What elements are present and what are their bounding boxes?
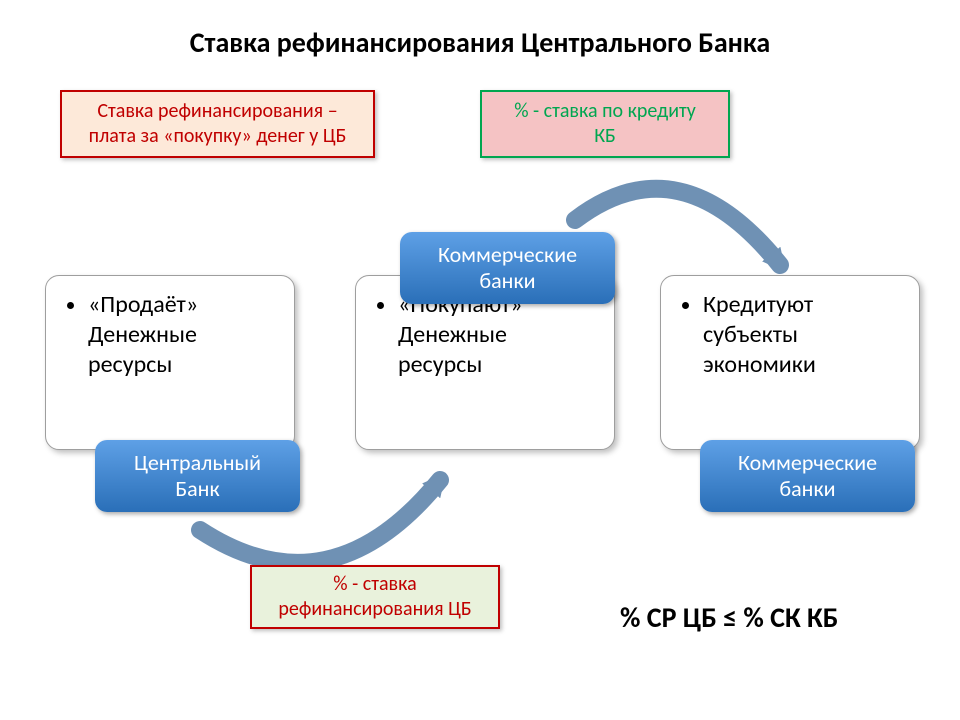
card-commercial-lend: Кредитуют субъекты экономики xyxy=(660,275,920,450)
card-commercial-lend-bullet: Кредитуют субъекты экономики xyxy=(703,290,901,380)
callout-definition-line1: Ставка рефинансирования – xyxy=(97,99,337,123)
callout-refin-line2: рефинансирования ЦБ xyxy=(278,597,471,621)
tag-central-bank-line2: Банк xyxy=(175,475,219,502)
callout-definition-line2: плата за «покупку» денег у ЦБ xyxy=(89,124,347,148)
tag-commercial-bottom-line2: банки xyxy=(779,475,835,502)
callout-refin-line1: % - ставка xyxy=(333,572,416,596)
page-title: Ставка рефинансирования Центрального Бан… xyxy=(0,25,960,60)
formula-text: % СР ЦБ ≤ % СК КБ xyxy=(620,600,838,635)
tag-central-bank: Центральный Банк xyxy=(95,440,300,512)
tag-central-bank-line1: Центральный xyxy=(134,449,261,476)
tag-commercial-top-line2: банки xyxy=(479,267,535,294)
callout-credit-line1: % - ставка по кредиту xyxy=(514,99,696,123)
card-central-bank-bullet: «Продаёт» Денежные ресурсы xyxy=(88,290,276,380)
diagram-stage: Ставка рефинансирования Центрального Бан… xyxy=(0,0,960,720)
tag-commercial-bottom: Коммерческие банки xyxy=(700,440,915,512)
tag-commercial-bottom-line1: Коммерческие xyxy=(738,449,877,476)
callout-definition: Ставка рефинансирования – плата за «поку… xyxy=(60,90,375,158)
callout-credit-rate: % - ставка по кредиту КБ xyxy=(480,90,730,158)
card-central-bank: «Продаёт» Денежные ресурсы xyxy=(45,275,295,450)
callout-refin-rate: % - ставка рефинансирования ЦБ xyxy=(250,565,500,629)
tag-commercial-top-line1: Коммерческие xyxy=(438,241,577,268)
callout-credit-line2: КБ xyxy=(594,124,616,148)
tag-commercial-top: Коммерческие банки xyxy=(400,232,615,304)
